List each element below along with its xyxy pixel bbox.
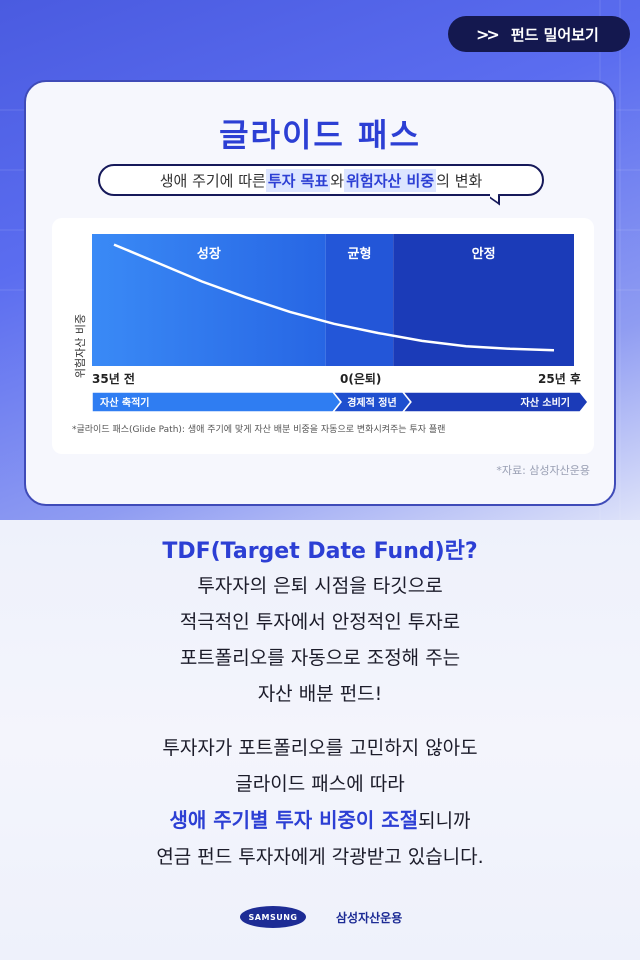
samsung-logo-text: SAMSUNG xyxy=(248,912,298,922)
body-line-2: 적극적인 투자에서 안정적인 투자로 xyxy=(179,611,461,633)
body-line-8: 연금 펀드 투자자에게 각광받고 있습니다. xyxy=(156,846,484,868)
body-line-3: 포트폴리오를 자동으로 조정해 주는 xyxy=(179,647,461,669)
subtitle-bubble: 생애 주기에 따른 투자 목표 와 위험자산 비중 의 변화 xyxy=(98,164,544,196)
stage-accumulation-label: 자산 축적기 xyxy=(100,396,149,409)
body-line-6: 글라이드 패스에 따라 xyxy=(235,773,405,795)
samsung-logo: SAMSUNG xyxy=(240,906,306,928)
company-name: 삼성자산운용 xyxy=(336,910,403,925)
phase-growth-label: 성장 xyxy=(197,246,221,262)
body-line-7: 생애 주기별 투자 비중이 조절되니까 xyxy=(0,802,640,839)
tdf-explanation: TDF(Target Date Fund)란? 투자자의 은퇴 시점을 타깃으로… xyxy=(0,536,640,875)
y-axis-label: 위험자산 비중 xyxy=(74,313,87,379)
card-title: 글라이드 패스 xyxy=(219,116,421,154)
source-note: *자료: 삼성자산운용 xyxy=(496,464,590,477)
glide-path-card: 글라이드 패스 생애 주기에 따른 투자 목표 와 위험자산 비중 의 변화 성… xyxy=(24,80,616,506)
phase-stable-label: 안정 xyxy=(472,246,496,262)
emphasis-text: 생애 주기별 투자 비중이 조절 xyxy=(169,808,419,832)
tdf-headline: TDF(Target Date Fund)란? xyxy=(162,539,478,564)
tag-label: 펀드 밀어보기 xyxy=(510,25,599,44)
y-axis-label-wrap: 위험자산 비중 xyxy=(60,276,100,416)
glide-path-line xyxy=(113,243,555,352)
glide-path-footnote: *글라이드 패스(Glide Path): 생애 주기에 맞게 자산 배분 비중… xyxy=(72,425,446,435)
body-line-5: 투자자가 포트폴리오를 고민하지 않아도 xyxy=(162,737,478,759)
phase-growth-band xyxy=(92,234,326,366)
body-line-1: 투자자의 은퇴 시점을 타깃으로 xyxy=(197,575,443,597)
stage-consumption-arrow xyxy=(401,391,589,413)
subtitle-highlight-goal: 투자 목표 xyxy=(265,168,331,192)
stage-economic-retirement-label: 경제적 정년 xyxy=(347,396,396,409)
subtitle-text-2: 와 xyxy=(330,171,345,190)
subtitle-text-1: 생애 주기에 따른 xyxy=(159,171,266,190)
footer: SAMSUNG 삼성자산운용 xyxy=(240,906,402,928)
subtitle-text-3: 의 변화 xyxy=(436,171,483,190)
phase-balance-label: 균형 xyxy=(348,246,372,262)
fund-feature-tag: >> 펀드 밀어보기 xyxy=(448,16,630,52)
subtitle-highlight-risk: 위험자산 비중 xyxy=(344,168,437,192)
x-tick-start: 35년 전 xyxy=(92,372,135,386)
double-chevron-right-icon: >> xyxy=(476,24,500,44)
emphasis-tail: 되니까 xyxy=(418,810,471,832)
bottom-background xyxy=(0,520,640,960)
phase-balance-band xyxy=(325,234,394,366)
stage-consumption-label: 자산 소비기 xyxy=(521,396,570,409)
x-tick-end: 25년 후 xyxy=(538,372,581,386)
body-line-4: 자산 배분 펀드! xyxy=(257,683,383,705)
x-tick-retire: 0(은퇴) xyxy=(340,372,382,386)
phase-stable-band xyxy=(393,234,574,366)
